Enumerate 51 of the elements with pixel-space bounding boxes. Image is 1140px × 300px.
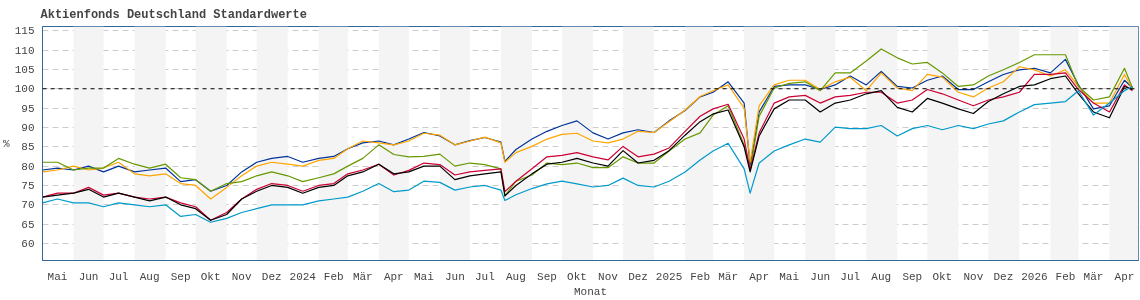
chart-title: Aktienfonds Deutschland Standardwerte xyxy=(40,7,307,22)
x-tick-label: Feb xyxy=(1055,270,1076,283)
x-tick-label: Jul xyxy=(108,270,129,283)
x-tick-label: Dez xyxy=(261,270,282,283)
y-tick-label: 75 xyxy=(21,179,35,192)
x-tick-label: Apr xyxy=(383,270,404,283)
x-tick-label: Apr xyxy=(1114,270,1135,283)
x-tick-label: Sep xyxy=(170,270,191,283)
y-tick-label: 85 xyxy=(21,141,35,154)
x-tick-label: Jun xyxy=(810,270,831,283)
y-tick-label: 95 xyxy=(21,102,35,115)
x-tick-label: Mär xyxy=(718,270,739,283)
x-axis-title: Monat xyxy=(574,285,608,298)
x-tick-label: Nov xyxy=(231,270,252,283)
y-tick-label: 105 xyxy=(14,63,35,76)
x-tick-label: Feb xyxy=(690,270,711,283)
x-tick-label: Mai xyxy=(47,270,68,283)
y-tick-label: 60 xyxy=(21,237,35,250)
y-tick-label: 70 xyxy=(21,199,35,212)
x-tick-label: Feb xyxy=(323,270,344,283)
x-tick-label: 2026 xyxy=(1021,270,1048,283)
y-tick-label: 65 xyxy=(21,218,35,231)
x-tick-label: Mai xyxy=(413,270,435,283)
x-tick-label: Jun xyxy=(444,270,465,283)
x-tick-label: Dez xyxy=(628,270,648,283)
x-tick-label: Aug xyxy=(139,270,160,283)
x-tick-label: 2024 xyxy=(289,270,317,283)
x-tick-label: Okt xyxy=(932,270,953,283)
x-tick-label: Jul xyxy=(840,270,861,283)
x-tick-label: Dez xyxy=(993,270,1014,283)
y-tick-label: 115 xyxy=(14,25,35,38)
x-tick-label: Sep xyxy=(537,270,557,283)
x-tick-label: Jul xyxy=(475,270,495,283)
x-tick-label: Mär xyxy=(352,270,373,283)
x-tick-label: Okt xyxy=(567,270,587,283)
x-tick-label: Nov xyxy=(598,270,619,283)
x-tick-label: Mai xyxy=(779,270,800,283)
x-tick-label: Aug xyxy=(506,270,526,283)
y-axis-title: % xyxy=(3,137,11,150)
x-tick-label: Nov xyxy=(963,270,984,283)
x-tick-label: Apr xyxy=(749,270,770,283)
x-tick-label: Okt xyxy=(200,270,221,283)
x-tick-label: Aug xyxy=(871,270,892,283)
y-tick-label: 110 xyxy=(14,44,35,57)
y-tick-label: 80 xyxy=(21,160,35,173)
x-tick-label: Jun xyxy=(78,270,99,283)
y-tick-label: 100 xyxy=(14,83,35,96)
y-tick-label: 90 xyxy=(21,121,35,134)
x-tick-label: Mär xyxy=(1083,270,1104,283)
x-tick-label: 2025 xyxy=(655,270,683,283)
x-tick-label: Sep xyxy=(902,270,923,283)
